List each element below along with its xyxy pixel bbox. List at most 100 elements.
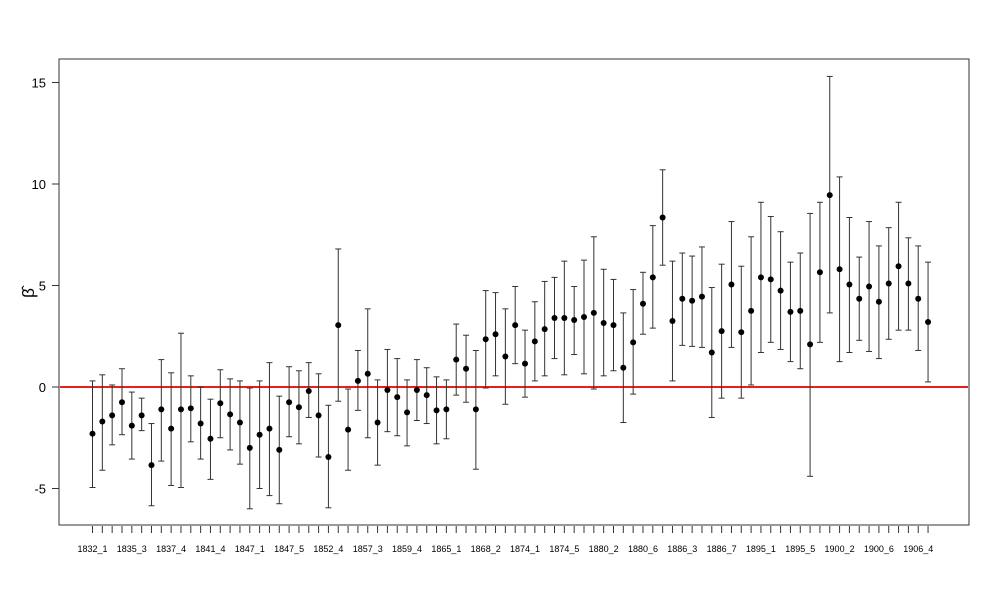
point-estimate — [266, 425, 273, 432]
x-tick-label: 1847_1 — [235, 544, 265, 554]
point-estimate — [610, 322, 617, 329]
point-estimate — [718, 328, 725, 335]
y-axis: -5 0 5 10 15 — [32, 76, 59, 497]
x-tick-label: 1880_6 — [628, 544, 658, 554]
x-tick-label: 1868_2 — [471, 544, 501, 554]
point-estimate — [836, 266, 843, 273]
point-estimate — [708, 349, 715, 356]
point-estimate — [757, 274, 764, 281]
y-tick-label: 15 — [32, 76, 46, 91]
point-estimate — [522, 360, 529, 367]
y-axis-label: β̂ — [19, 285, 38, 298]
point-estimate — [354, 377, 361, 384]
point-estimate — [118, 399, 125, 406]
x-tick-label: 1847_5 — [274, 544, 304, 554]
point-estimate — [777, 287, 784, 294]
point-estimate — [866, 283, 873, 290]
y-tick-label: 0 — [39, 380, 46, 395]
point-estimate — [89, 430, 96, 437]
point-estimate — [492, 331, 499, 338]
point-estimate — [286, 399, 293, 406]
x-tick-label: 1841_4 — [195, 544, 225, 554]
y-tick-label: 5 — [39, 279, 46, 294]
plot-frame — [58, 58, 970, 526]
point-estimate — [384, 387, 391, 394]
x-tick-label: 1865_1 — [431, 544, 461, 554]
point-estimate — [305, 388, 312, 395]
x-tick-label: 1874_1 — [510, 544, 540, 554]
point-estimate — [256, 431, 263, 438]
point-estimate — [246, 444, 253, 451]
point-estimate — [335, 322, 342, 329]
x-tick-label: 1880_2 — [589, 544, 619, 554]
point-estimate — [404, 409, 411, 416]
point-estimate — [374, 419, 381, 426]
point-estimate — [600, 320, 607, 327]
point-estimate — [698, 293, 705, 300]
x-tick-label: 1906_4 — [903, 544, 933, 554]
y-tick-label: -5 — [34, 482, 46, 497]
point-estimate — [443, 406, 450, 413]
point-estimate — [738, 329, 745, 336]
point-estimate — [689, 297, 696, 304]
point-estimate — [217, 400, 224, 407]
point-estimate — [541, 326, 548, 333]
point-estimate — [669, 318, 676, 325]
point-estimate — [394, 394, 401, 401]
x-tick-label: 1886_3 — [667, 544, 697, 554]
point-estimate — [168, 425, 175, 432]
point-estimate — [856, 295, 863, 302]
x-tick-label: 1874_5 — [549, 544, 579, 554]
point-estimate — [197, 420, 204, 427]
point-estimate — [885, 280, 892, 287]
point-estimate — [453, 356, 460, 363]
point-estimate — [748, 307, 755, 314]
point-estimate — [463, 365, 470, 372]
x-tick-label: 1895_1 — [746, 544, 776, 554]
point-estimate — [148, 462, 155, 469]
point-estimate — [925, 319, 932, 326]
point-estimate — [649, 274, 656, 281]
error-bars — [89, 75, 932, 510]
point-estimate — [413, 387, 420, 394]
x-tick-label: 1886_7 — [707, 544, 737, 554]
point-estimate — [728, 281, 735, 288]
point-estimate — [236, 419, 243, 426]
point-estimate — [99, 418, 106, 425]
point-estimate — [581, 313, 587, 320]
point-estimate — [207, 435, 214, 442]
x-tick-label: 1832_1 — [77, 544, 107, 554]
point-estimate — [679, 295, 686, 302]
point-estimate — [915, 295, 922, 302]
point-estimate — [561, 314, 568, 321]
point-estimate — [571, 317, 578, 324]
x-tick-label: 1852_4 — [313, 544, 343, 554]
point-estimate — [138, 412, 145, 419]
point-estimates — [89, 192, 932, 469]
point-estimate — [315, 412, 322, 419]
point-estimate — [826, 192, 833, 199]
y-tick-label: 10 — [32, 177, 46, 192]
x-tick-label: 1835_3 — [117, 544, 147, 554]
point-estimate — [364, 370, 371, 377]
point-estimate — [767, 276, 774, 283]
point-estimate — [109, 412, 116, 419]
point-estimate — [816, 269, 823, 276]
point-estimate — [846, 281, 853, 288]
x-tick-label: 1895_5 — [785, 544, 815, 554]
point-estimate — [295, 404, 302, 411]
point-estimate — [590, 309, 597, 316]
x-tick-label: 1900_6 — [864, 544, 894, 554]
x-tick-label: 1859_4 — [392, 544, 422, 554]
point-estimate — [875, 298, 882, 305]
x-tick-label: 1837_4 — [156, 544, 186, 554]
point-estimate — [177, 406, 184, 413]
point-estimate — [531, 338, 538, 345]
point-estimate — [128, 422, 135, 429]
point-estimate — [512, 322, 519, 329]
point-estimate — [895, 263, 902, 270]
point-estimate — [433, 407, 440, 414]
x-axis: 1832_1 1835_3 1837_4 1841_4 1847_1 1847_5 1852… — [77, 526, 933, 554]
point-estimate — [905, 280, 912, 287]
